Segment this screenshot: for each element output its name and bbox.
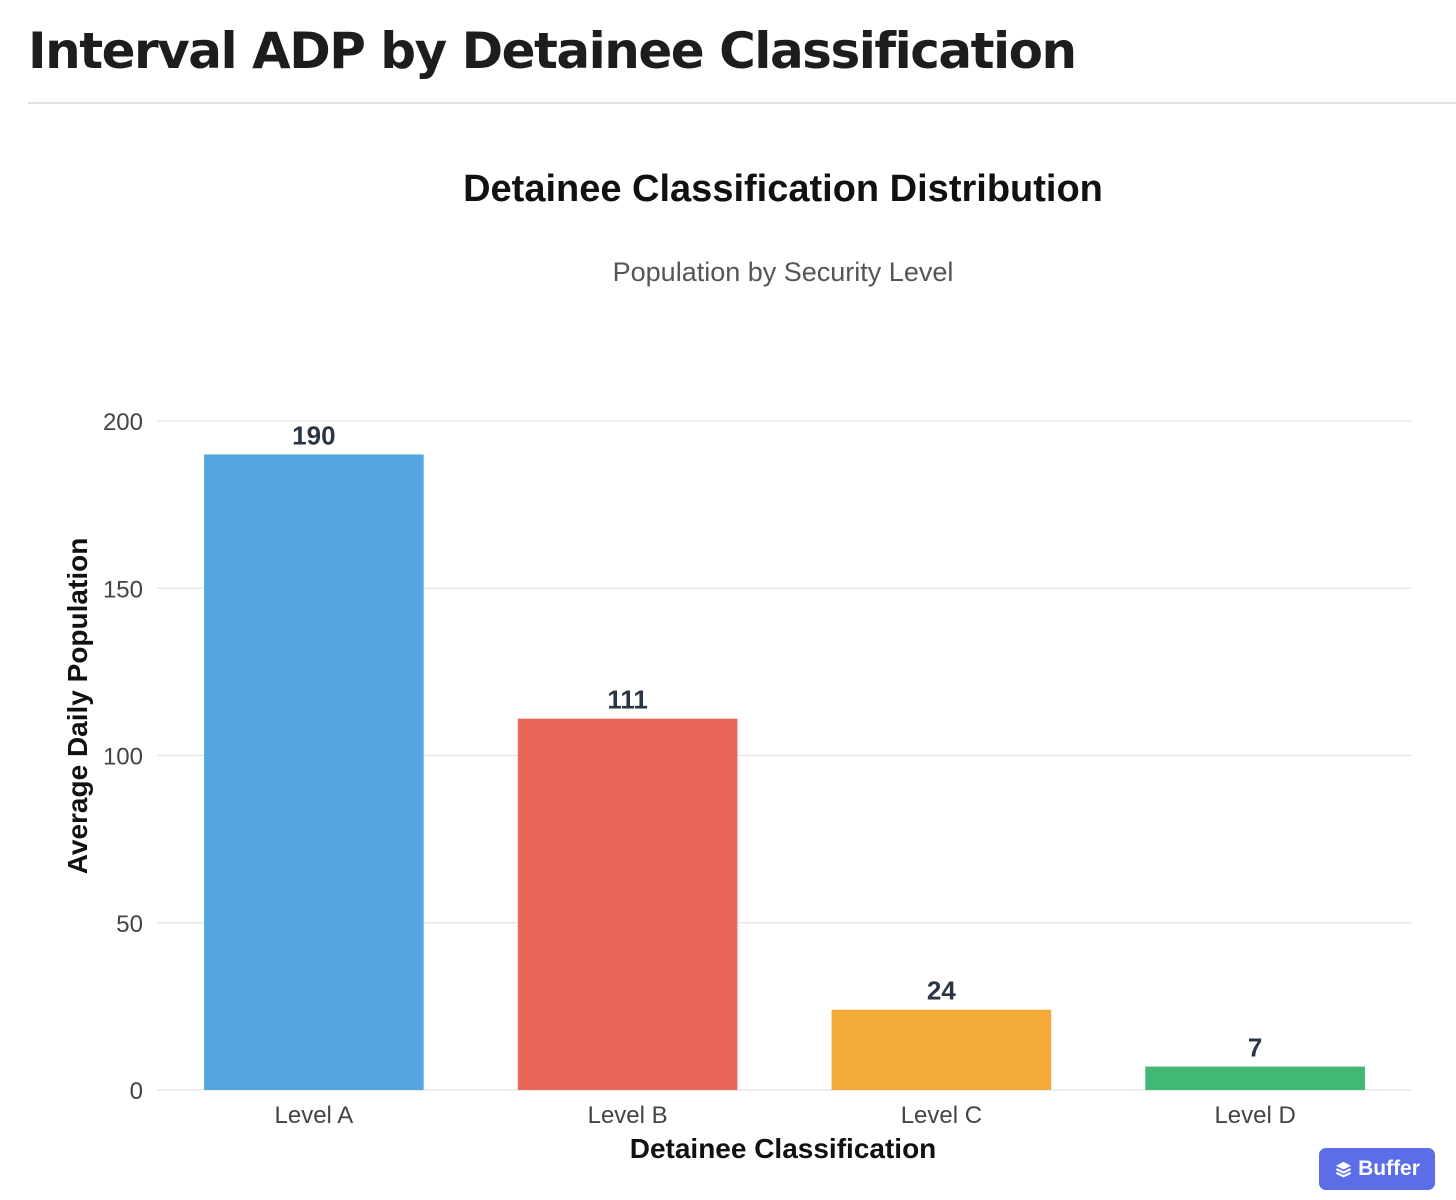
layers-icon (1335, 1161, 1352, 1177)
bars (204, 454, 1365, 1090)
bar-value-label: 111 (607, 685, 648, 715)
y-tick-label: 150 (103, 576, 143, 603)
x-tick-label: Level B (588, 1102, 668, 1129)
buffer-button[interactable]: Buffer (1319, 1148, 1435, 1190)
bar-level-a (204, 454, 424, 1090)
bar-level-d (1145, 1066, 1365, 1090)
x-tick-label: Level C (901, 1102, 982, 1129)
x-tick-label: Level A (275, 1102, 354, 1129)
buffer-label: Buffer (1358, 1157, 1420, 1180)
bar-value-label: 7 (1248, 1033, 1262, 1063)
bar-value-label: 24 (927, 976, 956, 1006)
chart-subtitle: Population by Security Level (613, 257, 954, 287)
data-labels: 190 111 24 7 (292, 420, 1262, 1062)
y-tick-label: 200 (103, 409, 143, 436)
y-axis-ticks: 0 50 100 150 200 (103, 409, 143, 1105)
x-axis-label: Detainee Classification (630, 1133, 937, 1164)
page-heading: Interval ADP by Detainee Classification (28, 22, 1077, 80)
y-tick-label: 0 (130, 1078, 143, 1105)
y-tick-label: 100 (103, 744, 143, 771)
bar-value-label: 190 (292, 420, 335, 450)
x-tick-label: Level D (1214, 1102, 1295, 1129)
heading-divider (28, 102, 1456, 104)
y-tick-label: 50 (116, 911, 143, 938)
x-axis-ticks: Level A Level B Level C Level D (275, 1102, 1296, 1129)
y-axis-label: Average Daily Population (62, 538, 93, 875)
chart-title: Detainee Classification Distribution (463, 168, 1103, 210)
bar-level-c (831, 1009, 1052, 1090)
bar-level-b (517, 718, 738, 1090)
